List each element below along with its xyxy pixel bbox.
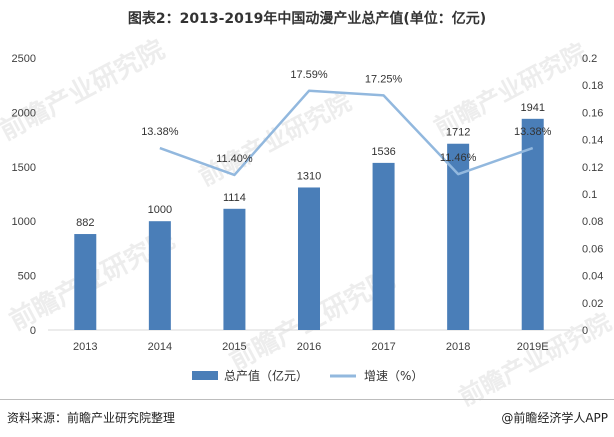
y-right-tick-label: 0.06 xyxy=(582,243,603,255)
x-tick-label: 2015 xyxy=(222,341,246,353)
y-right-tick-label: 0.2 xyxy=(582,53,597,65)
y-right-tick-label: 0.16 xyxy=(582,107,603,119)
x-tick-label: 2019E xyxy=(517,341,549,353)
y-right-tick-label: 0.1 xyxy=(582,189,597,201)
bar-value-label: 1310 xyxy=(297,170,321,182)
source-note: 资料来源：前瞻产业研究院整理 xyxy=(7,411,176,425)
y-right-tick-label: 0.18 xyxy=(582,80,603,92)
bar-value-label: 1114 xyxy=(223,192,246,204)
growth-rate-label: 11.46% xyxy=(440,152,477,164)
legend-swatch-bar xyxy=(192,371,218,380)
y-left-tick-label: 1000 xyxy=(12,216,36,228)
growth-rate-label: 13.38% xyxy=(514,126,552,138)
chart-title: 图表2：2013-2019年中国动漫产业总产值(单位：亿元) xyxy=(127,11,487,27)
legend-label-bar: 总产值（亿元） xyxy=(224,368,308,383)
bar-total-output xyxy=(298,187,320,330)
bar-value-label: 882 xyxy=(76,217,94,229)
bar-total-output xyxy=(74,234,97,330)
bar-value-label: 1000 xyxy=(148,204,172,216)
y-right-tick-label: 0.02 xyxy=(582,298,603,310)
y-right-tick-label: 0.04 xyxy=(582,271,603,283)
y-right-tick-label: 0 xyxy=(582,325,588,337)
x-tick-label: 2018 xyxy=(446,341,470,353)
bar-value-label: 1712 xyxy=(446,127,470,139)
bar-total-output xyxy=(148,221,171,330)
x-tick-label: 2013 xyxy=(73,341,97,353)
bar-total-output xyxy=(372,162,395,330)
x-tick-label: 2016 xyxy=(297,341,321,353)
y-left-tick-label: 2500 xyxy=(12,53,36,65)
bar-total-output xyxy=(223,208,246,330)
growth-rate-label: 17.59% xyxy=(290,69,328,81)
growth-rate-line xyxy=(159,89,534,177)
y-left-tick-label: 1500 xyxy=(12,162,36,174)
bar-total-output xyxy=(447,143,470,330)
growth-rate-label: 13.38% xyxy=(141,126,179,138)
growth-rate-label: 11.40% xyxy=(216,153,253,165)
bar-total-output xyxy=(521,118,544,330)
bar-value-label: 1536 xyxy=(371,146,395,158)
y-right-tick-label: 0.08 xyxy=(582,216,603,228)
y-right-tick-label: 0.14 xyxy=(582,135,603,147)
y-right-tick-label: 0.12 xyxy=(582,162,603,174)
legend-label-line: 增速（%） xyxy=(364,369,423,383)
y-left-tick-label: 500 xyxy=(18,271,36,283)
x-tick-label: 2017 xyxy=(371,341,395,353)
brand-credit: @前瞻经济学人APP xyxy=(501,411,608,425)
x-tick-label: 2014 xyxy=(148,341,172,353)
footer: 资料来源：前瞻产业研究院整理 @前瞻经济学人APP xyxy=(0,399,614,437)
y-left-tick-label: 0 xyxy=(30,325,36,337)
y-left-tick-label: 2000 xyxy=(12,107,36,119)
chart-canvas: 0 500 1000 1500 2000 2500 0 0.02 0.04 0.06 0.08 0.1… xyxy=(12,53,604,383)
bar-value-label: 1941 xyxy=(520,102,544,114)
growth-rate-label: 17.25% xyxy=(365,73,403,85)
